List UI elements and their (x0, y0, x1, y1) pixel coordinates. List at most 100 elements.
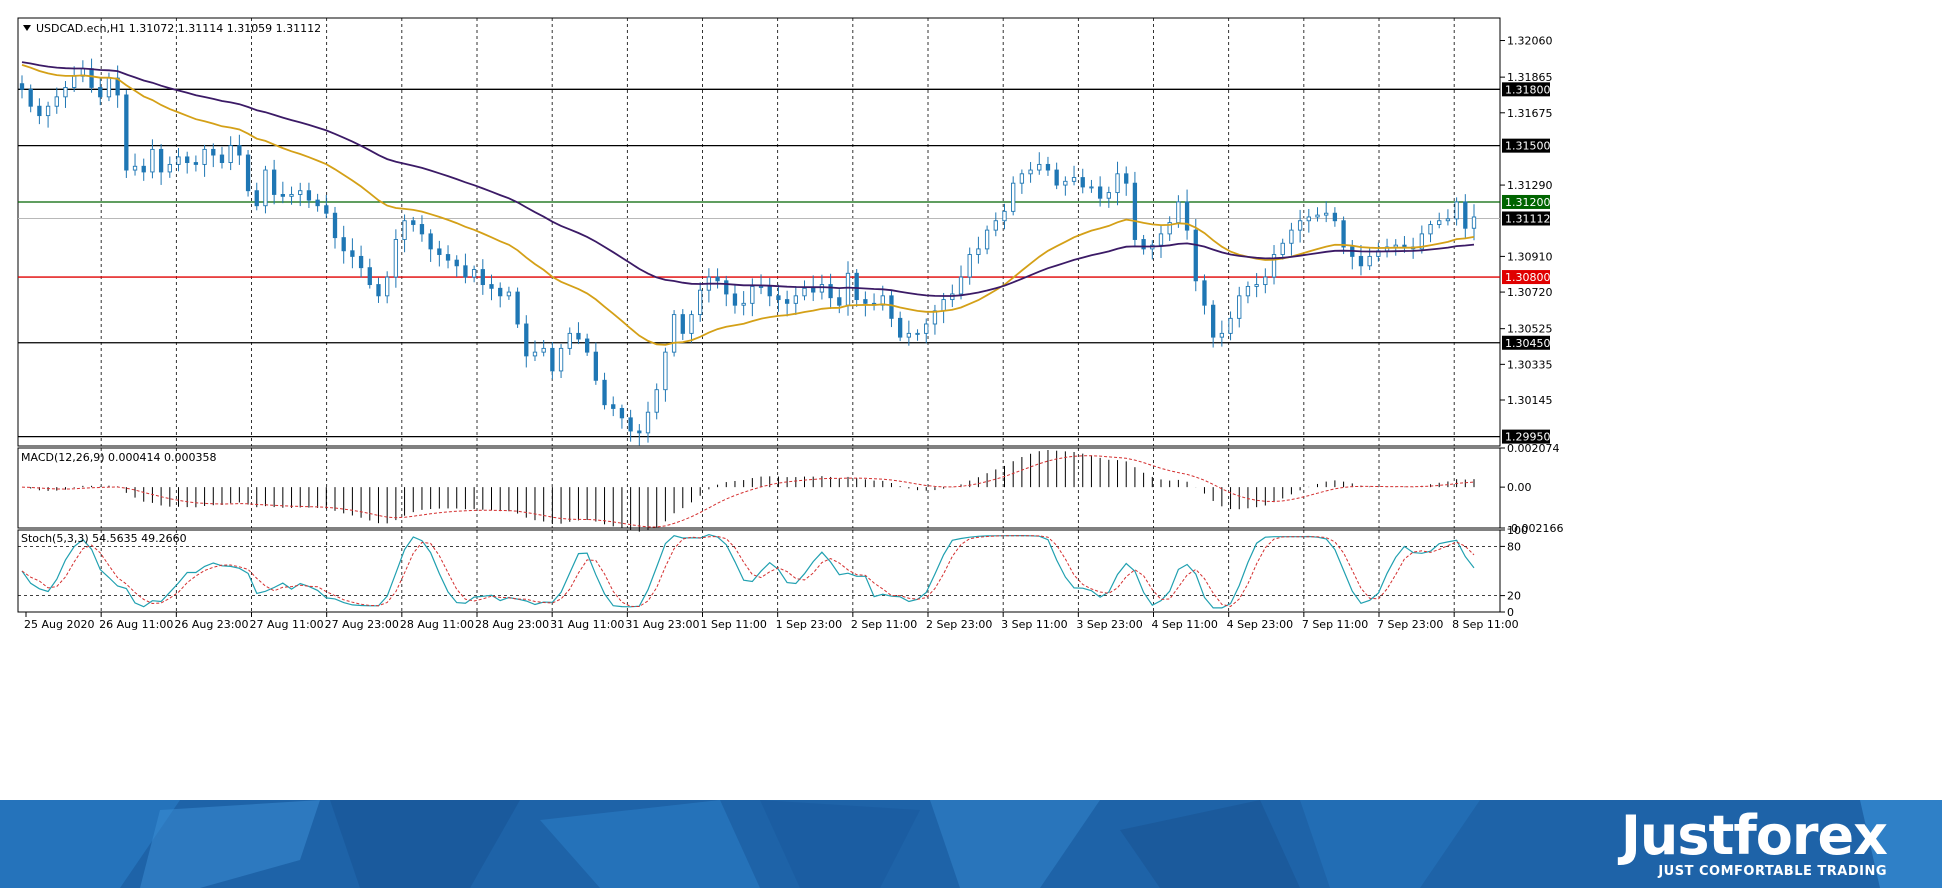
bearish-candle (271, 169, 277, 195)
bearish-candle (98, 87, 103, 98)
x-tick-label: 4 Sep 23:00 (1227, 618, 1293, 631)
bearish-candle (593, 351, 598, 381)
x-tick-label: 3 Sep 23:00 (1076, 618, 1142, 631)
bearish-candle (358, 255, 364, 269)
bullish-candle (1289, 229, 1294, 244)
bullish-candle (45, 105, 51, 117)
bearish-candle (584, 338, 590, 353)
price-chart: 25 Aug 2020 26 Aug 11:00 26 Aug 23:00 27 Au… (17, 17, 1563, 631)
bearish-candle (185, 156, 190, 163)
current-price-label: 1.31112 (1505, 212, 1551, 225)
bullish-candle (741, 302, 746, 306)
bearish-candle (1184, 201, 1190, 231)
bullish-candle (228, 145, 233, 163)
bearish-candle (732, 293, 738, 306)
bearish-candle (776, 295, 781, 301)
x-tick-label: 31 Aug 11:00 (550, 618, 624, 631)
bullish-candle (802, 287, 807, 297)
bearish-candle (576, 332, 581, 340)
x-tick-label: 28 Aug 23:00 (475, 618, 549, 631)
bullish-candle (932, 310, 938, 325)
price-level-label: 1.30450 (1505, 337, 1551, 350)
bullish-candle (941, 299, 946, 312)
x-tick-label: 2 Sep 23:00 (926, 618, 992, 631)
bullish-candle (689, 314, 694, 334)
y-tick-label: 1.30335 (1507, 358, 1553, 371)
bearish-candle (515, 291, 520, 325)
bearish-candle (437, 248, 442, 255)
bullish-candle (106, 77, 112, 98)
stoch-indicator-label: Stoch(5,3,3) 54.5635 49.2660 (21, 532, 187, 545)
bullish-candle (1254, 284, 1259, 287)
bullish-candle (150, 148, 155, 173)
bullish-candle (1002, 210, 1007, 222)
price-level-badge (1502, 429, 1550, 444)
price-level-badge (1502, 138, 1550, 153)
bullish-candle (1454, 201, 1459, 220)
bearish-candle (463, 265, 468, 278)
x-tick-label: 8 Sep 11:00 (1452, 618, 1518, 631)
bearish-candle (332, 212, 338, 239)
bullish-candle (567, 332, 572, 349)
y-tick-label: 1.30525 (1507, 323, 1553, 336)
bullish-candle (1271, 254, 1277, 278)
bullish-candle (1297, 220, 1303, 231)
x-tick-label: 3 Sep 11:00 (1001, 618, 1067, 631)
bullish-candle (63, 87, 68, 98)
bearish-candle (419, 224, 425, 235)
justforex-logo: Justforex (1620, 804, 1888, 867)
moving-average-fast-line (21, 64, 1475, 346)
bullish-candle (1167, 222, 1172, 235)
dropdown-triangle-icon (23, 25, 31, 31)
price-level-label: 1.31500 (1505, 140, 1551, 153)
stoch-tick-label: 20 (1507, 590, 1521, 603)
bearish-candle (445, 254, 451, 261)
price-level-label: 1.31800 (1505, 83, 1551, 96)
bullish-candle (1063, 180, 1068, 186)
bullish-candle (1263, 276, 1268, 286)
bullish-candle (750, 285, 755, 304)
bullish-candle (1245, 285, 1251, 297)
bullish-candle (915, 332, 920, 335)
bearish-candle (19, 83, 25, 90)
x-tick-label: 26 Aug 11:00 (99, 618, 173, 631)
bearish-candle (611, 404, 616, 409)
macd-tick-label: 0.002074 (1507, 442, 1560, 455)
bearish-candle (193, 162, 199, 165)
bearish-candle (454, 259, 459, 267)
chart-area: 25 Aug 2020 26 Aug 11:00 26 Aug 23:00 27 Au… (17, 17, 1563, 631)
bullish-candle (924, 323, 929, 334)
bearish-candle (324, 205, 329, 214)
price-level-label: 1.30800 (1505, 271, 1551, 284)
bullish-candle (506, 291, 512, 297)
bearish-candle (619, 408, 625, 419)
moving-average-slow-line (21, 61, 1475, 297)
bullish-candle (1158, 233, 1164, 246)
bearish-candle (1045, 163, 1051, 171)
bearish-candle (628, 417, 633, 432)
bullish-candle (1280, 242, 1285, 255)
macd-tick-label: -0.002166 (1507, 522, 1563, 535)
bearish-candle (498, 287, 503, 297)
bearish-candle (898, 317, 903, 338)
bullish-candle (532, 351, 538, 357)
bullish-candle (1324, 212, 1329, 216)
bearish-candle (637, 430, 642, 434)
bearish-candle (1193, 229, 1198, 282)
bullish-candle (1019, 173, 1025, 184)
bullish-candle (993, 220, 998, 231)
bullish-candle (393, 239, 399, 278)
bullish-candle (1437, 220, 1442, 225)
bullish-candle (263, 169, 268, 207)
stoch-tick-label: 100 (1507, 524, 1528, 537)
bullish-candle (654, 389, 659, 413)
bullish-candle (845, 272, 851, 306)
bullish-candle (1106, 192, 1111, 199)
bullish-candle (1089, 186, 1094, 189)
bearish-candle (245, 154, 251, 192)
macd-pane-frame (17, 447, 1501, 529)
bearish-candle (124, 94, 129, 171)
x-tick-label: 4 Sep 11:00 (1152, 618, 1218, 631)
bearish-candle (1124, 173, 1129, 184)
bullish-candle (906, 332, 912, 338)
